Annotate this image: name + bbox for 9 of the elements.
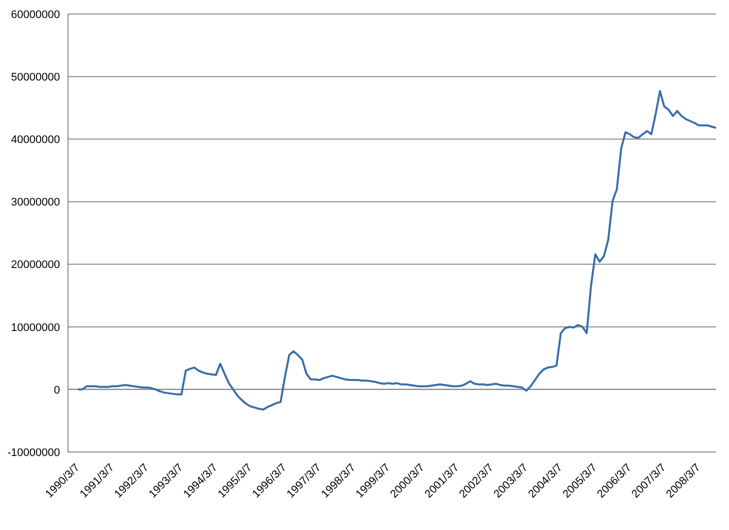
y-tick-label: 30000000 bbox=[11, 196, 60, 209]
y-tick-label: 0 bbox=[54, 384, 60, 396]
y-tick-label: 60000000 bbox=[11, 8, 60, 21]
y-tick-label: 50000000 bbox=[11, 71, 60, 84]
y-tick-label: 10000000 bbox=[11, 322, 60, 334]
y-tick-label: 20000000 bbox=[11, 259, 60, 272]
y-tick-label: 40000000 bbox=[11, 134, 60, 146]
line-series bbox=[77, 90, 717, 410]
y-tick-label: -10000000 bbox=[7, 446, 60, 459]
